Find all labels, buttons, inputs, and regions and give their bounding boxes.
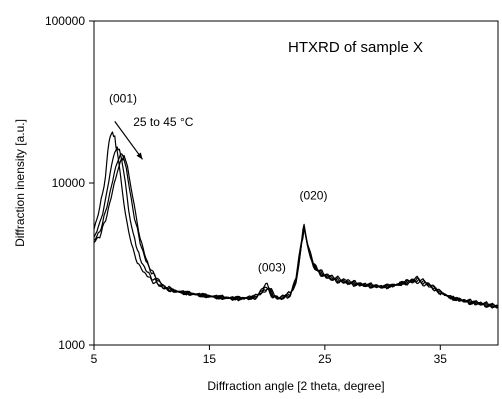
y-tick-label: 10000 (52, 176, 86, 190)
x-axis-title: Diffraction angle [2 theta, degree] (207, 379, 384, 393)
x-axis-ticks: 5 15 25 35 (91, 345, 448, 366)
series-line-1 (93, 131, 499, 307)
series-layer (93, 131, 499, 309)
y-tick-label: 100000 (45, 14, 85, 28)
peak-annotation: (001) (109, 91, 137, 105)
x-tick-label: 25 (318, 352, 332, 366)
arrow-head (136, 152, 143, 160)
plot-frame (93, 20, 499, 346)
chart-title: HTXRD of sample X (288, 39, 423, 56)
series-line-4 (93, 154, 499, 309)
peak-annotation: 25 to 45 °C (133, 115, 194, 129)
annotations-layer: (001) 25 to 45 °C (003) (020) (109, 91, 327, 274)
temperature-arrow (114, 121, 143, 160)
y-axis-ticks: 1000 10000 100000 (45, 14, 94, 352)
peak-annotation: (020) (299, 189, 327, 203)
y-axis-title: Diffraction inensity [a.u.] (13, 119, 27, 247)
x-tick-label: 15 (203, 352, 217, 366)
x-tick-label: 5 (91, 352, 98, 366)
y-tick-label: 1000 (58, 338, 85, 352)
x-tick-label: 35 (434, 352, 448, 366)
peak-annotation: (003) (258, 260, 286, 274)
